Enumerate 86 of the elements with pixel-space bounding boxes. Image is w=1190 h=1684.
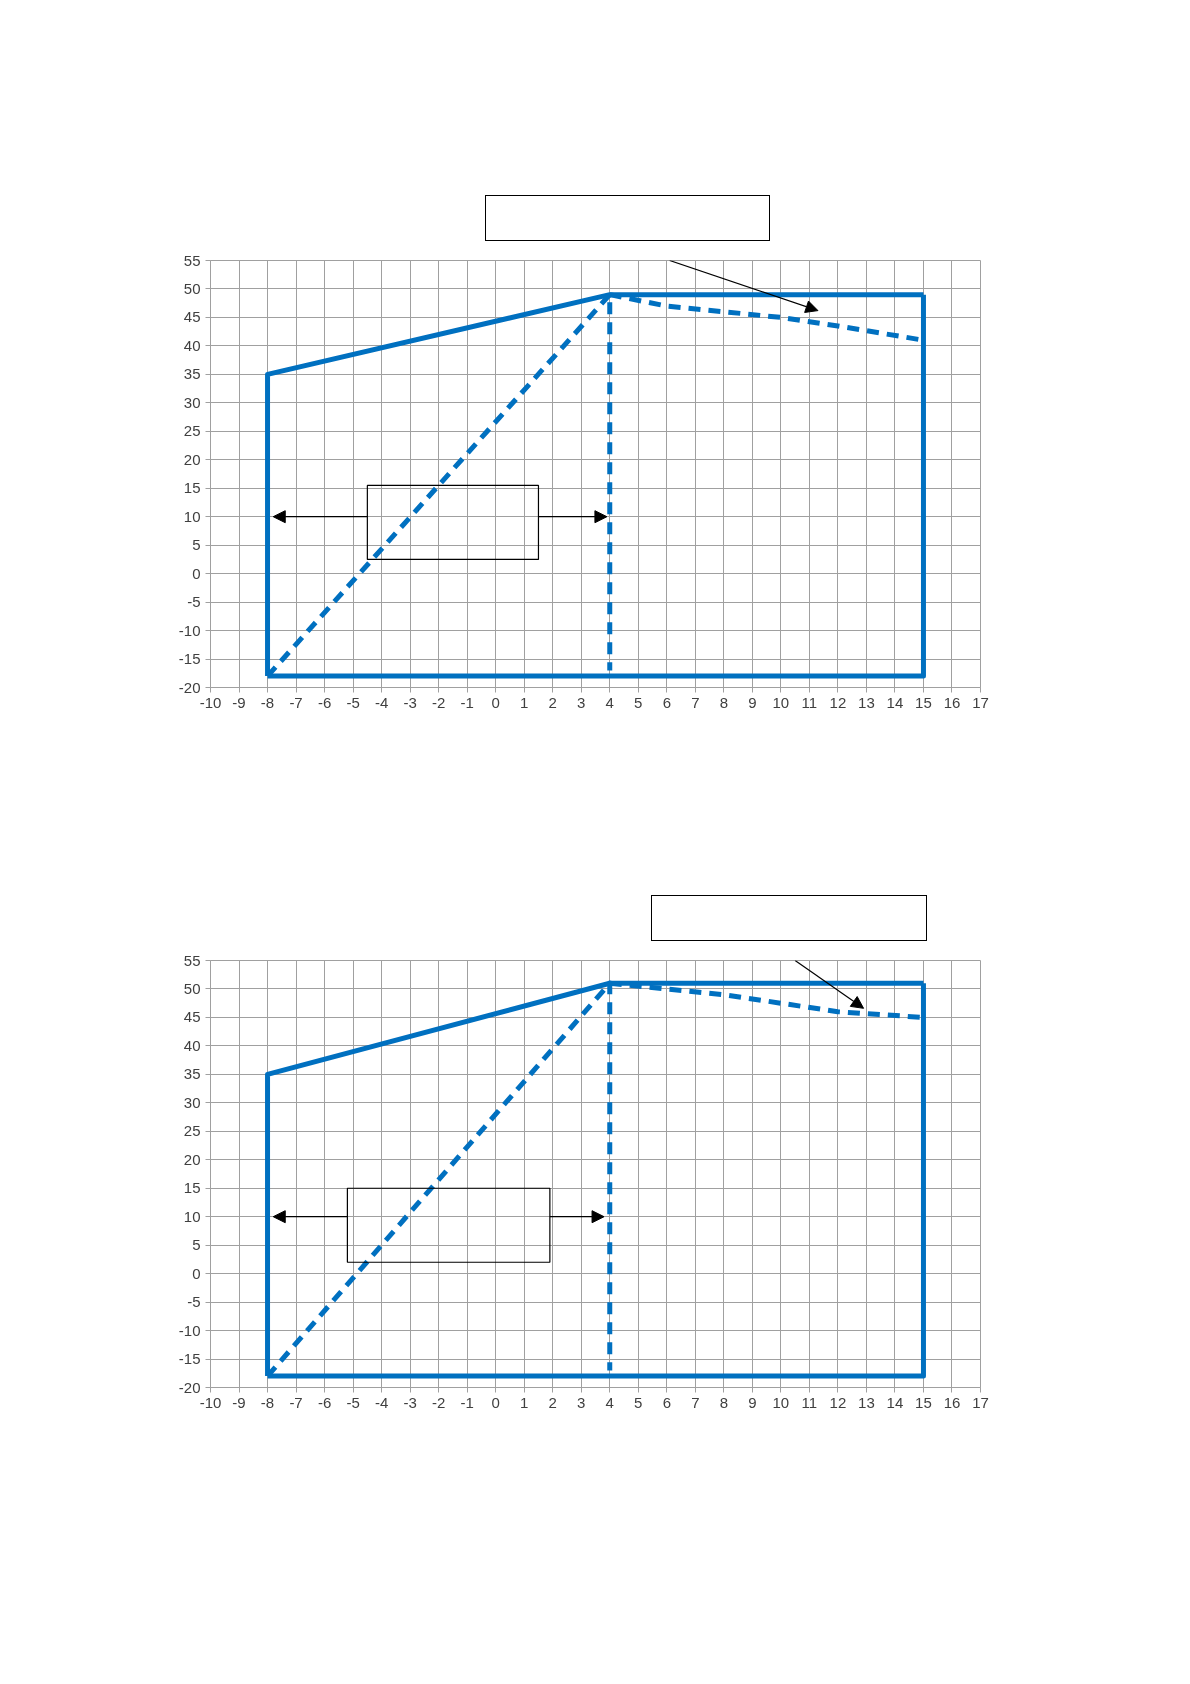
x-tick-label: -5 bbox=[346, 693, 360, 711]
y-tick-label: 0 bbox=[192, 564, 201, 582]
x-tick-label: 6 bbox=[662, 693, 671, 711]
x-tick-label: 4 bbox=[605, 693, 614, 711]
x-tick-label: 5 bbox=[634, 1393, 643, 1411]
x-tick-label: 8 bbox=[719, 1393, 729, 1411]
y-tick-label: -5 bbox=[187, 593, 201, 611]
y-tick-label: 0 bbox=[192, 1264, 201, 1282]
y-tick-label: 20 bbox=[183, 1150, 201, 1168]
x-tick-label: 13 bbox=[858, 693, 875, 711]
x-tick-label: 15 bbox=[915, 1393, 932, 1411]
y-tick-label: 15 bbox=[183, 1179, 201, 1197]
x-tick-label: -2 bbox=[431, 1393, 446, 1411]
y-tick-label: -15 bbox=[178, 650, 201, 668]
x-tick-label: -7 bbox=[289, 1393, 303, 1411]
x-tick-label: 10 bbox=[772, 693, 790, 711]
x-tick-label: 3 bbox=[577, 1393, 586, 1411]
x-tick-label: 8 bbox=[719, 693, 729, 711]
y-tick-label: 25 bbox=[183, 1122, 201, 1140]
x-tick-label: -9 bbox=[232, 693, 246, 711]
x-tick-label: 2 bbox=[548, 1393, 557, 1411]
x-tick-label: -7 bbox=[289, 693, 303, 711]
x-tick-label: 0 bbox=[491, 1393, 500, 1411]
x-tick-label: 11 bbox=[801, 693, 818, 711]
x-tick-label: 7 bbox=[691, 1393, 700, 1411]
y-tick-label: -20 bbox=[178, 678, 201, 696]
y-tick-label: 5 bbox=[192, 1236, 201, 1254]
x-tick-label: -6 bbox=[317, 1393, 332, 1411]
y-tick-label: 45 bbox=[183, 1008, 201, 1026]
y-tick-label: 35 bbox=[183, 365, 201, 383]
x-tick-label: 13 bbox=[858, 1393, 875, 1411]
x-tick-label: 16 bbox=[943, 1393, 961, 1411]
y-tick-label: 35 bbox=[183, 1065, 201, 1083]
x-tick-label: -8 bbox=[260, 1393, 275, 1411]
y-tick-label: 5 bbox=[192, 536, 201, 554]
y-tick-label: 30 bbox=[183, 1093, 201, 1111]
x-tick-label: 14 bbox=[886, 693, 904, 711]
y-tick-label: 40 bbox=[183, 1036, 201, 1054]
x-tick-label: 15 bbox=[915, 693, 932, 711]
y-tick-label: 30 bbox=[183, 393, 201, 411]
y-tick-label: 20 bbox=[183, 450, 201, 468]
x-tick-label: 17 bbox=[972, 1393, 989, 1411]
x-tick-label: -8 bbox=[260, 693, 275, 711]
y-tick-label: -5 bbox=[187, 1293, 201, 1311]
y-tick-label: -15 bbox=[178, 1350, 201, 1368]
x-tick-label: -1 bbox=[460, 1393, 474, 1411]
x-tick-label: 3 bbox=[577, 693, 586, 711]
y-tick-label: 55 bbox=[183, 951, 201, 969]
x-tick-label: 12 bbox=[829, 693, 847, 711]
y-tick-label: 10 bbox=[183, 507, 201, 525]
x-tick-label: -2 bbox=[431, 693, 446, 711]
x-tick-label: 9 bbox=[748, 1393, 757, 1411]
x-tick-label: -9 bbox=[232, 1393, 246, 1411]
x-tick-label: 9 bbox=[748, 693, 757, 711]
x-tick-label: -3 bbox=[403, 1393, 417, 1411]
x-tick-label: 1 bbox=[520, 693, 529, 711]
x-tick-label: 14 bbox=[886, 1393, 904, 1411]
y-tick-label: 45 bbox=[183, 308, 201, 326]
x-tick-label: 12 bbox=[829, 1393, 847, 1411]
x-tick-label: 4 bbox=[605, 1393, 614, 1411]
x-tick-label: 11 bbox=[801, 1393, 818, 1411]
y-tick-label: 50 bbox=[183, 279, 201, 297]
x-tick-label: -5 bbox=[346, 1393, 360, 1411]
x-tick-label: 5 bbox=[634, 693, 643, 711]
y-tick-label: 55 bbox=[183, 251, 201, 269]
x-tick-label: -4 bbox=[374, 1393, 389, 1411]
y-tick-label: 25 bbox=[183, 422, 201, 440]
y-tick-label: 40 bbox=[183, 336, 201, 354]
y-tick-label: -10 bbox=[178, 621, 201, 639]
x-tick-label: 16 bbox=[943, 693, 961, 711]
x-tick-label: 1 bbox=[520, 1393, 529, 1411]
y-tick-label: 15 bbox=[183, 479, 201, 497]
x-tick-label: 7 bbox=[691, 693, 700, 711]
x-tick-label: 10 bbox=[772, 1393, 790, 1411]
x-tick-label: 2 bbox=[548, 693, 557, 711]
x-tick-label: 0 bbox=[491, 693, 500, 711]
x-tick-label: 17 bbox=[972, 693, 989, 711]
x-tick-label: -6 bbox=[317, 693, 332, 711]
x-tick-label: -4 bbox=[374, 693, 389, 711]
y-tick-label: 10 bbox=[183, 1207, 201, 1225]
x-tick-label: 6 bbox=[662, 1393, 671, 1411]
x-tick-label: -3 bbox=[403, 693, 417, 711]
y-tick-label: 50 bbox=[183, 979, 201, 997]
y-tick-label: -20 bbox=[178, 1378, 201, 1396]
x-tick-label: -1 bbox=[460, 693, 474, 711]
y-tick-label: -10 bbox=[178, 1321, 201, 1339]
